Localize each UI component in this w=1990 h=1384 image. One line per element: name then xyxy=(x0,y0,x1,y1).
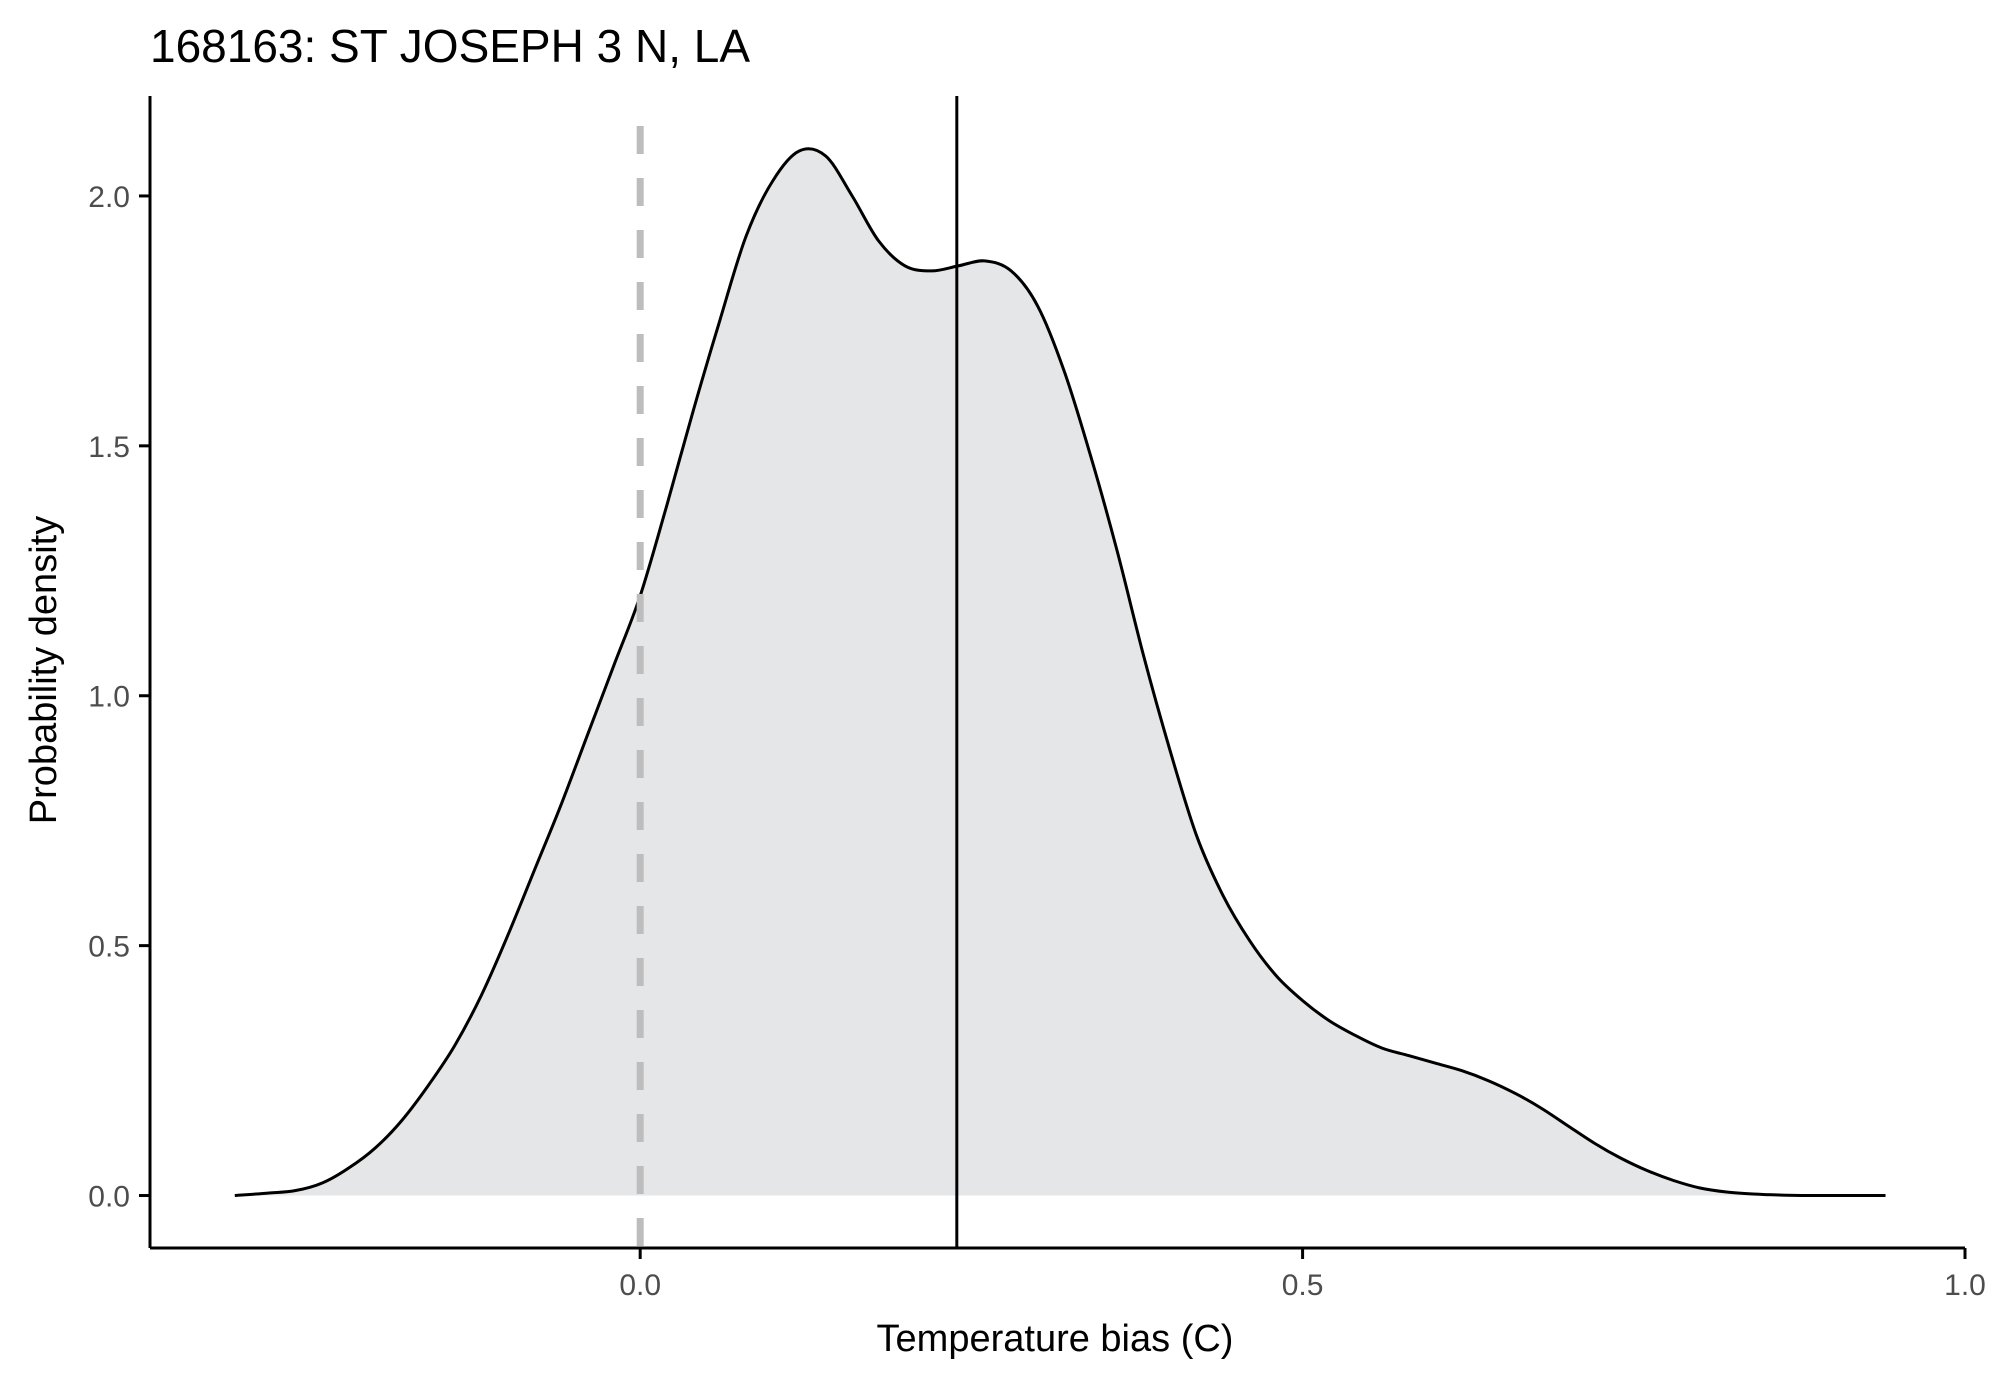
y-tick-label: 1.5 xyxy=(88,431,130,464)
density-curve xyxy=(234,147,1886,1198)
y-axis-title: Probability density xyxy=(23,516,65,824)
y-tick-label: 0.0 xyxy=(88,1181,130,1214)
plot-area xyxy=(234,96,1886,1248)
x-tick-label: 0.5 xyxy=(1282,1269,1324,1302)
density-area xyxy=(234,148,1886,1196)
y-tick-label: 0.5 xyxy=(88,931,130,964)
x-tick-label: 1.0 xyxy=(1944,1269,1986,1302)
y-tick-label: 1.0 xyxy=(88,681,130,714)
x-tick-label: 0.0 xyxy=(619,1269,661,1302)
x-axis-title: Temperature bias (C) xyxy=(877,1318,1234,1360)
y-axis-ticks: 0.0 0.5 1.0 1.5 2.0 xyxy=(88,181,150,1214)
y-tick-label: 2.0 xyxy=(88,181,130,214)
x-axis-ticks: 0.0 0.5 1.0 xyxy=(619,1248,1986,1302)
chart-title: 168163: ST JOSEPH 3 N, LA xyxy=(150,20,750,72)
